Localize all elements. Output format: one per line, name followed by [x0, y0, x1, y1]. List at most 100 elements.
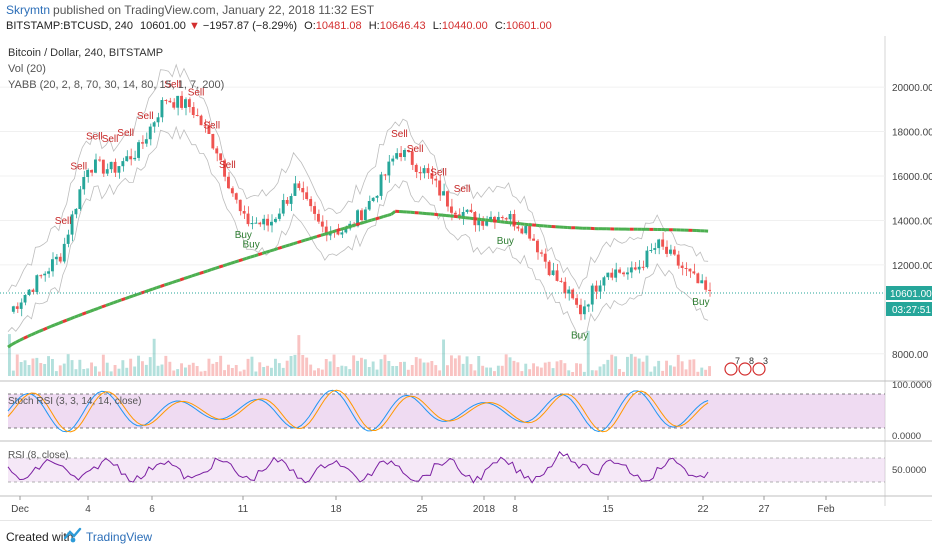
- sma-segment: [32, 333, 36, 335]
- symbol-label[interactable]: BITSTAMP:BTCUSD, 240: [6, 20, 133, 32]
- candle-body: [583, 306, 586, 314]
- legend-yabb[interactable]: YABB (20, 2, 8, 70, 30, 14, 80, 15, 1, 7…: [8, 79, 224, 91]
- candle-body: [110, 162, 113, 169]
- time-tick-label: 27: [758, 504, 770, 515]
- sma-segment: [51, 325, 55, 327]
- sell-signal: Sell: [70, 161, 87, 172]
- volume-bar: [548, 362, 551, 376]
- sma-segment: [356, 224, 360, 225]
- sma-segment: [247, 257, 251, 258]
- price-axis[interactable]: 20000.0018000.0016000.0014000.0012000.00…: [892, 83, 932, 361]
- candle-body: [106, 169, 109, 173]
- volume-bar: [164, 356, 167, 376]
- volume-bar: [243, 370, 246, 376]
- candle-body: [98, 160, 101, 161]
- candle-body: [536, 241, 539, 253]
- candle-body: [149, 127, 152, 140]
- volume-bar: [286, 361, 289, 376]
- sma-segment: [28, 335, 32, 337]
- volume-bar: [446, 365, 449, 376]
- volume-bar: [509, 357, 512, 376]
- volume-bar: [149, 357, 152, 376]
- volume-bar: [223, 370, 226, 376]
- volume-bar: [575, 363, 578, 376]
- tradingview-logo-icon[interactable]: [64, 527, 82, 548]
- candle-body: [317, 214, 320, 222]
- sma-segment: [251, 256, 255, 257]
- stoch-title[interactable]: Stoch RSI (3, 3, 14, 14, close): [8, 396, 141, 407]
- tradingview-link[interactable]: TradingView: [86, 530, 152, 544]
- volume-bar: [297, 335, 300, 376]
- sma-segment: [161, 285, 165, 286]
- volume-bar: [481, 366, 484, 376]
- volume-bar: [258, 362, 261, 376]
- candle-body: [231, 188, 234, 193]
- volume-bar: [180, 363, 183, 376]
- sell-signal: Sell: [407, 144, 424, 155]
- candle-body: [599, 286, 602, 292]
- volume-bar: [348, 369, 351, 376]
- sma-segment: [211, 268, 215, 269]
- candle-body: [215, 148, 218, 153]
- candle-body: [696, 273, 699, 283]
- candle-body: [403, 150, 406, 157]
- candle-body: [380, 175, 383, 196]
- candle-body: [270, 222, 273, 226]
- volume-bar: [360, 358, 363, 376]
- candle-body: [591, 286, 594, 305]
- sell-signal: Sell: [117, 128, 134, 139]
- current-price-label: 10601.00: [890, 289, 932, 300]
- sma-segment: [258, 253, 262, 254]
- time-tick-label: 11: [238, 504, 249, 515]
- sma-segment: [376, 218, 380, 219]
- sma-segment: [317, 235, 321, 236]
- volume-bar: [419, 359, 422, 376]
- candle-body: [552, 270, 555, 275]
- volume-bar: [204, 371, 207, 376]
- sma-segment: [270, 250, 274, 251]
- author-link[interactable]: Skrymtn: [6, 3, 50, 17]
- stoch-tick-100: 100.0000: [892, 380, 932, 391]
- sma-segment: [501, 222, 505, 223]
- volume-bar: [313, 370, 316, 376]
- volume-bar: [387, 361, 390, 376]
- volume-bar: [399, 362, 402, 376]
- volume-bar: [606, 360, 609, 376]
- candle-body: [192, 107, 195, 115]
- volume-bar: [556, 361, 559, 376]
- volume-bar: [28, 365, 31, 376]
- sma-segment: [227, 263, 231, 264]
- low-value: 10440.00: [442, 20, 488, 32]
- sma-segment: [223, 265, 227, 266]
- volume-bar: [98, 372, 101, 376]
- volume-bar: [563, 363, 566, 376]
- sma-segment: [35, 331, 39, 333]
- volume-bar: [442, 340, 445, 377]
- sell-signal: Sell: [102, 134, 119, 145]
- volume-bar: [560, 360, 563, 376]
- sma-segment: [188, 276, 192, 277]
- volume-bar: [340, 366, 343, 376]
- candle-body: [692, 271, 695, 273]
- sma-segment: [305, 239, 309, 240]
- volume-bar: [595, 370, 598, 376]
- time-tick-label: Dec: [11, 504, 29, 515]
- legend-vol[interactable]: Vol (20): [8, 63, 46, 75]
- candle-body: [141, 142, 144, 143]
- sma-segment: [243, 258, 247, 259]
- candle-body: [243, 211, 246, 214]
- volume-bar: [329, 361, 332, 376]
- rsi-title[interactable]: RSI (8, close): [8, 450, 69, 461]
- candle-body: [364, 210, 367, 221]
- candle-body: [239, 200, 242, 211]
- candle-body: [180, 96, 183, 108]
- candle-body: [12, 306, 15, 312]
- candle-body: [157, 117, 160, 122]
- candle-body: [129, 156, 132, 159]
- volume-bar: [172, 371, 175, 377]
- sell-signal: Sell: [454, 184, 471, 195]
- volume-bar: [384, 355, 387, 376]
